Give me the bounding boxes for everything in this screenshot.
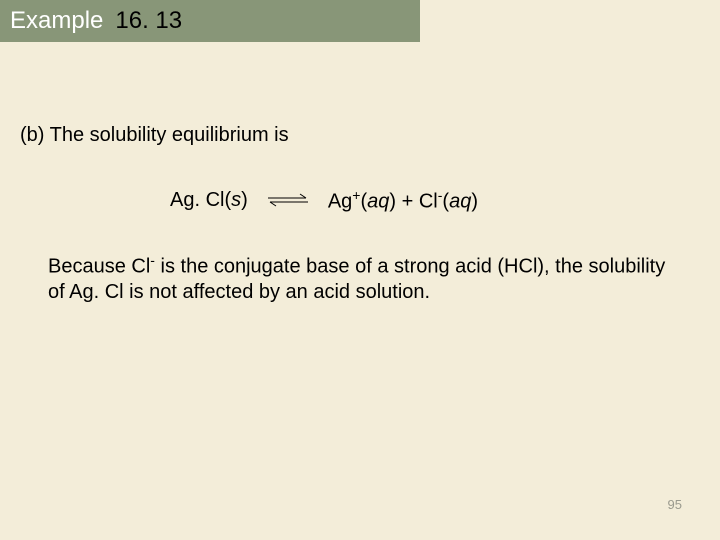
example-label: Example (0, 7, 103, 35)
equilibrium-arrow-icon (266, 193, 310, 207)
page-number: 95 (668, 497, 682, 512)
rhs-ion1: Ag (328, 191, 352, 213)
example-header: Example 16. 13 (0, 0, 420, 42)
explain-part1: Because Cl (48, 255, 150, 277)
explanation-text: Because Cl- is the conjugate base of a s… (20, 252, 700, 306)
equilibrium-equation: Ag. Cl(s) Ag+(aq) + Cl-(aq) (20, 187, 700, 214)
lhs: Ag. Cl(s) (170, 189, 248, 212)
rhs-ion2: Cl (419, 191, 438, 213)
example-number: 16. 13 (103, 7, 182, 35)
rhs: Ag+(aq) + Cl-(aq) (328, 187, 478, 214)
lhs-state: s (231, 189, 241, 211)
content-area: (b) The solubility equilibrium is Ag. Cl… (0, 124, 720, 306)
lhs-compound: Ag. Cl (170, 189, 224, 211)
rhs-ion2-charge: - (438, 187, 443, 203)
rhs-plus: + (396, 191, 419, 213)
intro-text: (b) The solubility equilibrium is (20, 124, 700, 147)
rhs-ion1-state: aq (367, 191, 389, 213)
rhs-ion2-state: aq (449, 191, 471, 213)
rhs-ion1-charge: + (352, 187, 360, 203)
